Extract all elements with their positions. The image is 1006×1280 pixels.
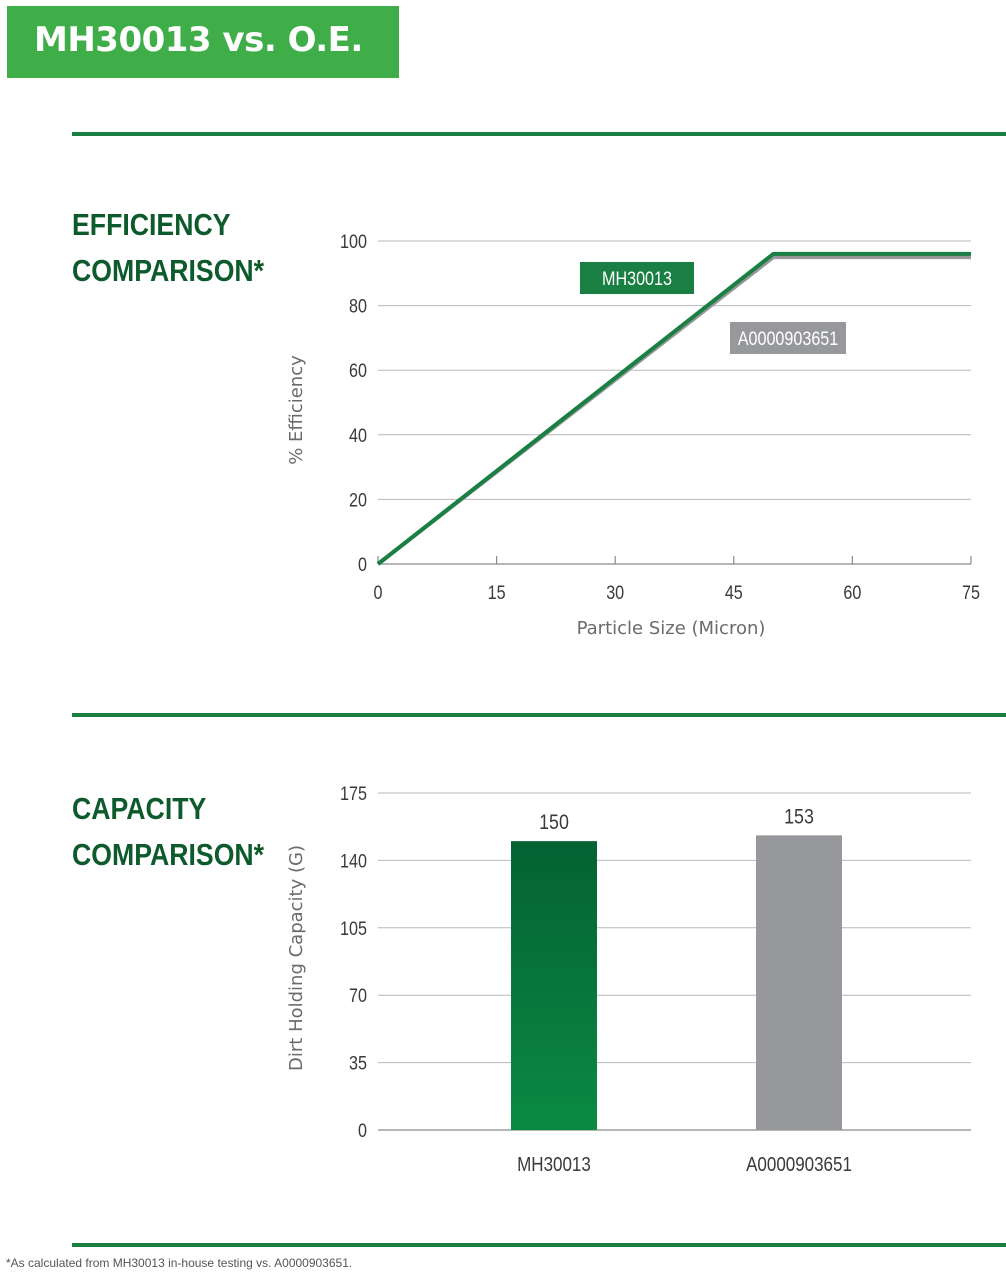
capacity-title-line1: CAPACITY bbox=[72, 791, 207, 826]
legend-box-mh30013 bbox=[580, 262, 694, 294]
capacity-data-label-mh30013: 150 bbox=[539, 811, 569, 835]
efficiency-x-tick-label: 15 bbox=[488, 582, 506, 604]
section-divider-middle bbox=[72, 713, 1006, 717]
capacity-y-axis-label: Dirt Holding Capacity (G) bbox=[286, 845, 307, 1071]
efficiency-y-tick-label: 0 bbox=[358, 554, 367, 576]
capacity-y-tick-label: 105 bbox=[340, 918, 367, 940]
efficiency-x-tick-label: 45 bbox=[725, 582, 743, 604]
legend-box-a0000903651 bbox=[730, 322, 846, 354]
efficiency-y-tick-label: 100 bbox=[340, 231, 367, 253]
capacity-y-tick-label: 0 bbox=[358, 1120, 367, 1142]
footnote: *As calculated from MH30013 in-house tes… bbox=[6, 1256, 353, 1270]
capacity-category-label-mh30013: MH30013 bbox=[517, 1153, 591, 1176]
capacity-y-tick-label: 70 bbox=[349, 985, 367, 1007]
capacity-data-label-a0000903651: 153 bbox=[784, 805, 814, 829]
capacity-title-line2: COMPARISON* bbox=[72, 837, 265, 872]
efficiency-x-tick-label: 0 bbox=[374, 582, 383, 604]
efficiency-x-tick-label: 60 bbox=[843, 582, 861, 604]
capacity-y-tick-label: 175 bbox=[340, 783, 367, 805]
efficiency-y-tick-label: 60 bbox=[349, 360, 367, 382]
efficiency-section-title: EFFICIENCY COMPARISON* bbox=[72, 202, 265, 294]
efficiency-y-axis-label: % Efficiency bbox=[286, 355, 307, 465]
capacity-bar-a0000903651 bbox=[756, 835, 842, 1130]
capacity-section-title: CAPACITY COMPARISON* bbox=[72, 786, 265, 878]
efficiency-x-axis-label: Particle Size (Micron) bbox=[577, 618, 766, 639]
capacity-y-tick-label: 35 bbox=[349, 1052, 367, 1074]
efficiency-title-line2: COMPARISON* bbox=[72, 253, 265, 288]
capacity-y-tick-label: 140 bbox=[340, 850, 367, 872]
capacity-category-label-a0000903651: A0000903651 bbox=[746, 1153, 852, 1176]
title-banner: MH30013 vs. O.E. bbox=[7, 6, 399, 78]
efficiency-title-line1: EFFICIENCY bbox=[72, 207, 231, 242]
efficiency-line-chart: 0 20 40 60 80 100 0 15 30 45 60 75 Particle Size (Mi… bbox=[286, 231, 980, 639]
section-divider-top bbox=[72, 132, 1006, 136]
capacity-bar-mh30013 bbox=[511, 841, 597, 1130]
legend-label-a0000903651: A0000903651 bbox=[738, 328, 839, 350]
efficiency-x-tick-label: 75 bbox=[962, 582, 980, 604]
efficiency-y-tick-label: 80 bbox=[349, 295, 367, 317]
efficiency-x-tick-label: 30 bbox=[606, 582, 624, 604]
efficiency-y-tick-label: 40 bbox=[349, 425, 367, 447]
page-title: MH30013 vs. O.E. bbox=[34, 20, 363, 60]
efficiency-series-line-mh30013 bbox=[376, 251, 971, 566]
efficiency-y-tick-label: 20 bbox=[349, 489, 367, 511]
section-divider-bottom bbox=[72, 1243, 1006, 1247]
legend-label-mh30013: MH30013 bbox=[602, 268, 672, 290]
